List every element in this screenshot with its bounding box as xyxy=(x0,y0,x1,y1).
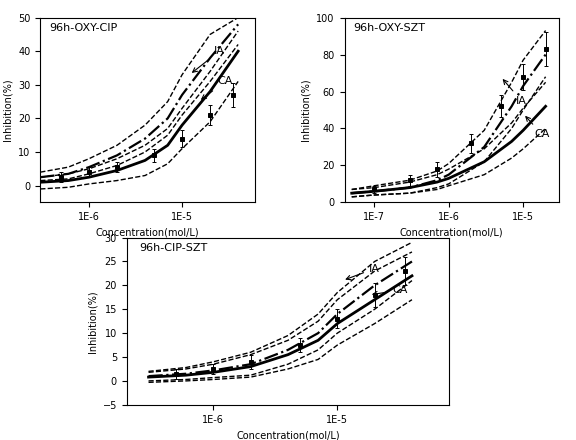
Y-axis label: Inhibition(%): Inhibition(%) xyxy=(87,290,97,352)
Y-axis label: Inhibition(%): Inhibition(%) xyxy=(3,79,13,141)
Text: IA: IA xyxy=(346,264,380,280)
X-axis label: Concentration(mol/L): Concentration(mol/L) xyxy=(236,430,340,440)
X-axis label: Concentration(mol/L): Concentration(mol/L) xyxy=(96,227,199,238)
Text: 96h-OXY-SZT: 96h-OXY-SZT xyxy=(353,23,425,33)
Text: IA: IA xyxy=(192,46,225,72)
Text: CA: CA xyxy=(202,77,233,99)
Text: CA: CA xyxy=(373,285,408,296)
Text: 96h-CIP-SZT: 96h-CIP-SZT xyxy=(139,242,208,253)
Text: IA: IA xyxy=(503,80,527,106)
Text: 96h-OXY-CIP: 96h-OXY-CIP xyxy=(49,23,117,33)
Text: CA: CA xyxy=(526,117,550,139)
X-axis label: Concentration(mol/L): Concentration(mol/L) xyxy=(400,227,503,238)
Y-axis label: Inhibition(%): Inhibition(%) xyxy=(301,79,311,141)
